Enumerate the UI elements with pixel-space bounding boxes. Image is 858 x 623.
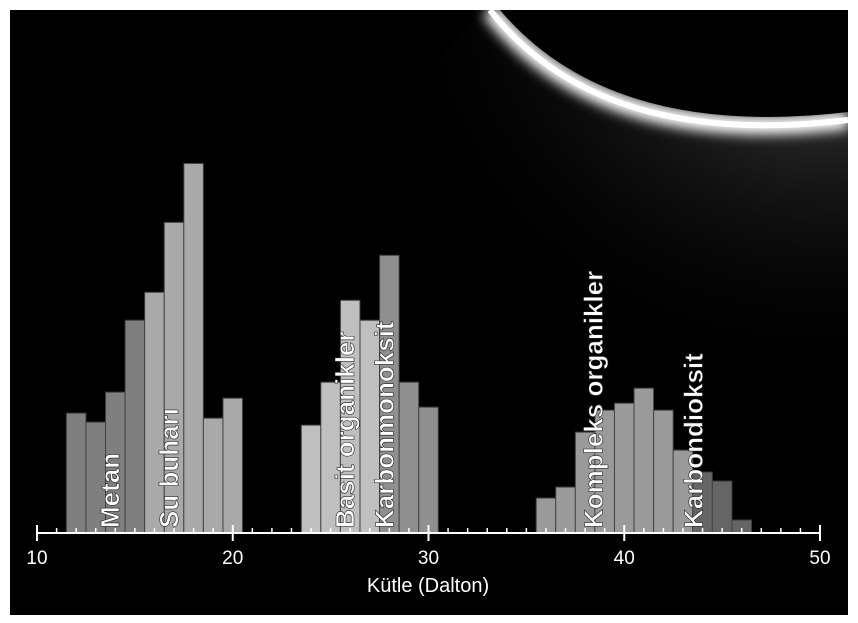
x-tick-label: 10 (26, 548, 47, 569)
bar (614, 403, 634, 533)
series-label: Karbondioksit (679, 353, 709, 528)
bar (301, 425, 321, 533)
x-tick-label: 20 (222, 548, 243, 569)
chart: Metan Su buharı Basit organikler Karbonmono… (0, 0, 858, 623)
bar (184, 163, 204, 533)
bar (419, 407, 439, 533)
x-axis-label: Kütle (Dalton) (367, 575, 489, 597)
x-tick-label: 40 (614, 548, 635, 569)
bar (399, 382, 419, 533)
bar (66, 413, 86, 533)
bar (125, 320, 145, 533)
bar (634, 388, 654, 533)
bar (712, 481, 732, 533)
bar (556, 487, 576, 533)
bar (203, 418, 223, 533)
series-label: Kompleks organikler (579, 271, 609, 528)
x-tick-label: 30 (418, 548, 439, 569)
bar (654, 410, 674, 533)
series-label: Metan (95, 453, 125, 528)
bar (223, 398, 243, 533)
series-label: Karbonmonoksit (369, 321, 399, 528)
series-label: Su buharı (154, 408, 184, 528)
series-label: Basit organikler (330, 331, 360, 528)
x-tick-label: 50 (809, 548, 830, 569)
bar (536, 498, 556, 533)
